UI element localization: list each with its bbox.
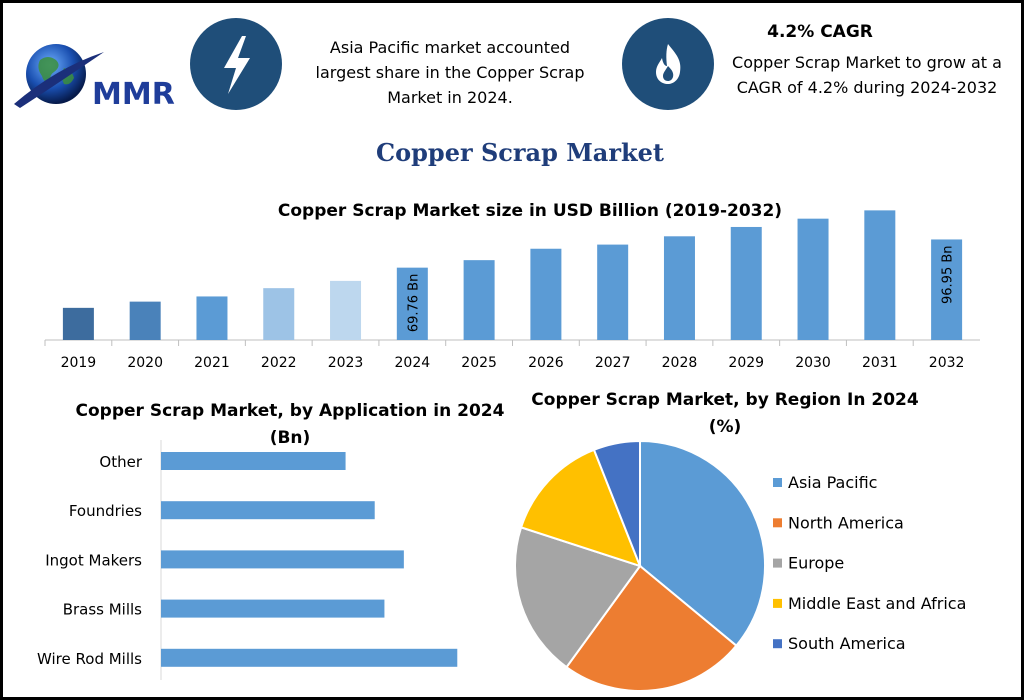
bar-2025	[463, 260, 495, 340]
hbar-wire-rod-mills	[161, 648, 458, 667]
orbit-swoosh	[14, 52, 104, 108]
x-tick-label: 2032	[929, 355, 965, 371]
bar-2024	[396, 267, 428, 340]
legend-label: Europe	[788, 554, 844, 573]
bar-2019	[62, 307, 94, 340]
legend-label: Asia Pacific	[788, 473, 877, 492]
cagr-title: 4.2% CAGR	[767, 22, 873, 42]
x-tick-label: 2031	[862, 355, 898, 371]
legend-swatch	[773, 598, 782, 608]
lightning-badge	[190, 18, 282, 110]
category-label: Other	[99, 453, 142, 471]
legend-swatch	[773, 558, 782, 568]
x-tick-label: 2026	[528, 355, 564, 371]
pie-slice-europe	[514, 526, 642, 669]
bar-2020	[129, 301, 161, 340]
bar-2031	[864, 210, 896, 340]
x-tick-label: 2021	[194, 355, 230, 371]
bar-2028	[663, 236, 695, 340]
asia-pacific-note: Asia Pacific market accounted largest sh…	[315, 38, 585, 107]
bar-2022	[263, 288, 295, 340]
logo-text: MMR	[92, 77, 175, 112]
flame-badge	[622, 18, 714, 110]
region-chart-title: Copper Scrap Market, by Region In 2024 (…	[531, 390, 919, 437]
legend-label: North America	[788, 513, 904, 532]
legend-swatch	[773, 639, 782, 649]
category-label: Brass Mills	[63, 601, 142, 619]
data-label-2024: 69.76 Bn	[406, 274, 421, 333]
x-tick-label: 2019	[61, 355, 97, 371]
x-tick-label: 2027	[595, 355, 631, 371]
category-label: Foundries	[69, 502, 142, 520]
bar-chart-title: Copper Scrap Market size in USD Billion …	[277, 201, 783, 221]
hbar-other	[161, 452, 346, 470]
lightning-bolt-icon	[224, 36, 250, 94]
mmr-logo: MMR	[14, 44, 175, 112]
legend-label: Middle East and Africa	[788, 594, 966, 613]
bar-2027	[597, 244, 629, 340]
legend-label: South America	[788, 634, 906, 653]
hbar-foundries	[161, 501, 375, 520]
category-label: Ingot Makers	[45, 551, 142, 569]
legend-swatch	[773, 478, 782, 487]
bar-2026	[530, 248, 562, 340]
hbar-brass-mills	[161, 599, 385, 618]
data-label-2032: 96.95 Bn	[941, 245, 956, 304]
x-tick-label: 2020	[127, 355, 163, 371]
x-tick-label: 2024	[395, 355, 431, 371]
bar-2030	[797, 218, 829, 340]
x-tick-label: 2029	[728, 355, 764, 371]
bar-2029	[730, 226, 762, 340]
x-tick-label: 2030	[795, 355, 831, 371]
pie-slice-north-america	[565, 564, 738, 692]
category-label: Wire Rod Mills	[37, 650, 142, 668]
continent-shape	[38, 57, 59, 83]
legend-swatch	[773, 518, 782, 528]
pie-slice-asia-pacific	[639, 439, 766, 648]
page-title: Copper Scrap Market	[376, 138, 664, 167]
flame-icon	[656, 44, 681, 84]
x-tick-label: 2028	[662, 355, 698, 371]
x-tick-label: 2022	[261, 355, 297, 371]
hbar-ingot-makers	[161, 550, 404, 569]
x-tick-label: 2023	[328, 355, 364, 371]
pie-slice-middle-east-and-africa	[519, 448, 642, 568]
bar-2032	[931, 239, 963, 340]
pie-slice-south-america	[592, 439, 641, 567]
cagr-description: Copper Scrap Market to grow at a CAGR of…	[732, 53, 1002, 97]
bar-2021	[196, 296, 228, 340]
bar-2023	[330, 280, 362, 340]
x-tick-label: 2025	[461, 355, 497, 371]
application-chart-title: Copper Scrap Market, by Application in 2…	[75, 401, 505, 448]
